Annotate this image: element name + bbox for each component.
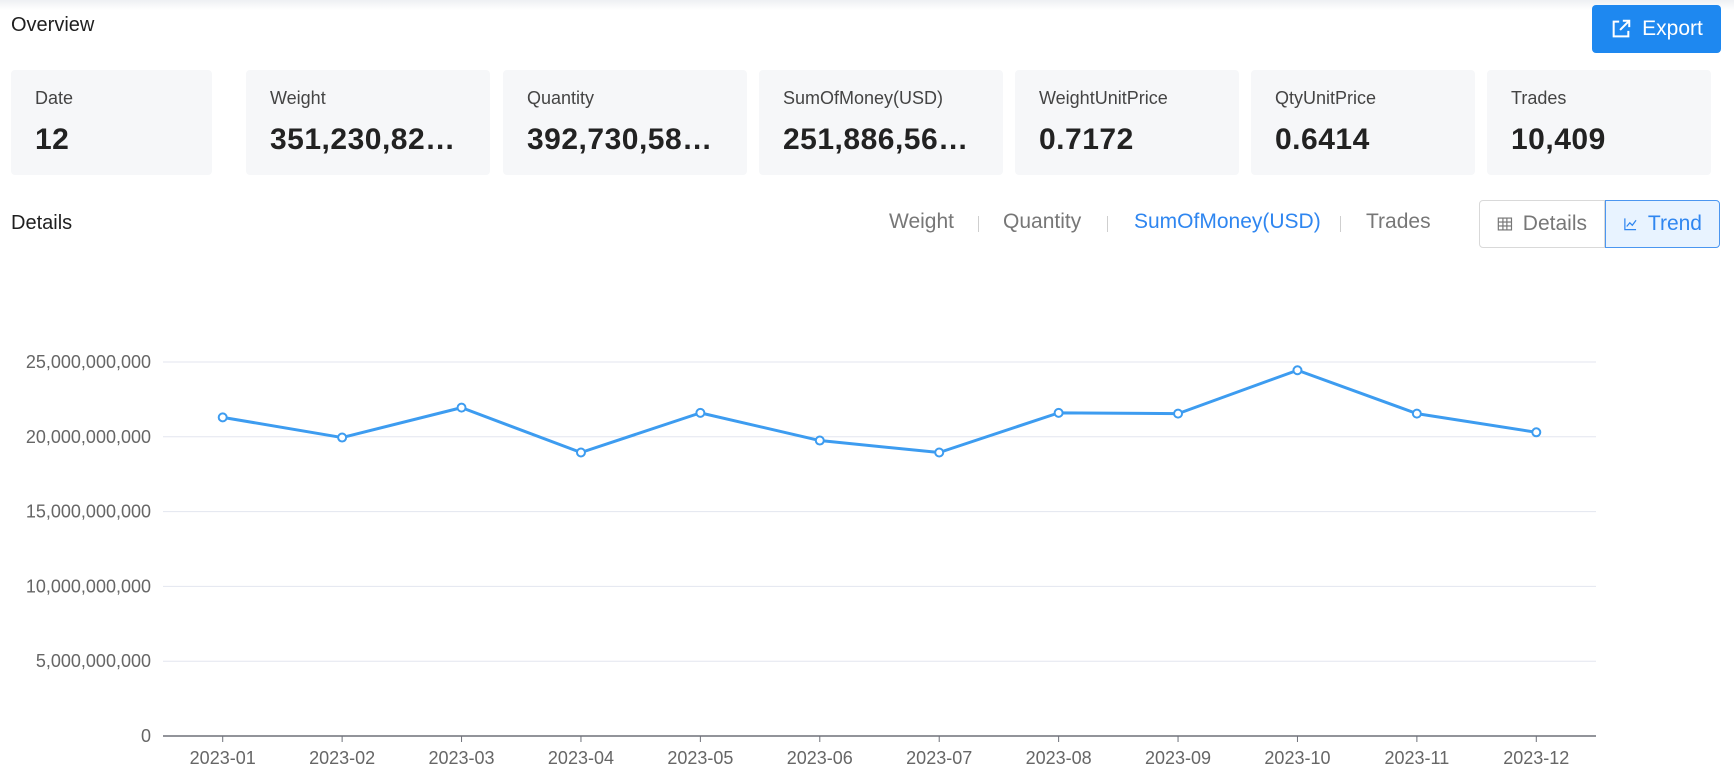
y-tick-label: 10,000,000,000 <box>26 576 151 596</box>
stat-label: WeightUnitPrice <box>1039 88 1168 108</box>
stat-card-quantity: Quantity 392,730,588… <box>503 70 747 175</box>
x-tick-label: 2023-10 <box>1264 748 1330 768</box>
stat-value: 0.6414 <box>1275 123 1370 156</box>
tab-sum-of-money[interactable]: SumOfMoney(USD) <box>1134 210 1321 233</box>
y-tick-label: 20,000,000,000 <box>26 427 151 447</box>
stat-card-qty-unit-price: QtyUnitPrice 0.6414 <box>1251 70 1475 175</box>
x-tick-label: 2023-03 <box>429 748 495 768</box>
stat-label: Trades <box>1511 88 1567 108</box>
tab-trades[interactable]: Trades <box>1366 210 1431 233</box>
stat-card-date: Date 12 <box>11 70 212 175</box>
overview-title: Overview <box>11 14 95 36</box>
data-point[interactable] <box>934 447 945 458</box>
stat-label: Weight <box>270 88 326 108</box>
view-toggle: Details Trend <box>1479 200 1720 248</box>
stat-card-weight-unit-price: WeightUnitPrice 0.7172 <box>1015 70 1239 175</box>
details-view-label: Details <box>1522 212 1587 235</box>
stat-value: 351,230,820… <box>270 123 473 156</box>
top-shadow <box>0 0 1734 10</box>
tab-weight[interactable]: Weight <box>889 210 954 233</box>
data-point[interactable] <box>1053 407 1064 418</box>
tab-divider <box>1107 216 1108 232</box>
y-tick-label: 15,000,000,000 <box>26 502 151 522</box>
external-link-icon <box>1612 19 1631 38</box>
data-point[interactable] <box>1173 408 1184 419</box>
x-tick-label: 2023-12 <box>1503 748 1569 768</box>
data-point[interactable] <box>814 435 825 446</box>
stat-value: 251,886,562… <box>783 123 986 156</box>
series-line <box>222 368 1537 455</box>
data-point[interactable] <box>1292 365 1303 376</box>
details-title: Details <box>11 212 73 234</box>
tab-quantity[interactable]: Quantity <box>1003 210 1082 233</box>
stat-value: 10,409 <box>1511 123 1606 156</box>
x-tick-label: 2023-01 <box>190 748 256 768</box>
trend-view-label: Trend <box>1647 212 1702 235</box>
data-point[interactable] <box>575 447 586 458</box>
stat-value: 392,730,588… <box>527 123 730 156</box>
stat-label: Date <box>35 88 74 108</box>
export-label: Export <box>1642 17 1703 40</box>
x-tick-label: 2023-04 <box>548 748 614 768</box>
x-tick-label: 2023-09 <box>1145 748 1211 768</box>
export-button[interactable]: Export <box>1592 5 1721 53</box>
y-tick-label: 0 <box>141 726 151 746</box>
y-tick-label: 5,000,000,000 <box>36 651 151 671</box>
data-point[interactable] <box>1531 427 1542 438</box>
stat-card-weight: Weight 351,230,820… <box>246 70 490 175</box>
stat-value: 12 <box>35 123 70 156</box>
x-tick-label: 2023-02 <box>309 748 375 768</box>
trend-view-button[interactable]: Trend <box>1605 200 1720 248</box>
x-tick-label: 2023-08 <box>1026 748 1092 768</box>
tab-divider <box>978 216 979 232</box>
stat-label: QtyUnitPrice <box>1275 88 1377 108</box>
x-tick-label: 2023-06 <box>787 748 853 768</box>
stat-card-trades: Trades 10,409 <box>1487 70 1711 175</box>
trend-line-chart: 0 5,000,000,000 10,000,000,000 15,000,000,0… <box>26 352 1596 768</box>
stat-card-sum-of-money: SumOfMoney(USD) 251,886,562… <box>759 70 1003 175</box>
line-chart-icon <box>1624 218 1637 231</box>
y-tick-label: 25,000,000,000 <box>26 352 151 372</box>
x-tick-label: 2023-11 <box>1385 748 1450 768</box>
table-icon <box>1497 217 1513 231</box>
data-point[interactable] <box>456 402 467 413</box>
stat-label: SumOfMoney(USD) <box>783 88 944 108</box>
data-point[interactable] <box>1411 408 1422 419</box>
x-tick-label: 2023-07 <box>906 748 972 768</box>
x-tick-label: 2023-05 <box>667 748 733 768</box>
stat-value: 0.7172 <box>1039 123 1134 156</box>
data-point[interactable] <box>337 432 348 443</box>
tab-divider <box>1340 216 1341 232</box>
data-point[interactable] <box>695 407 706 418</box>
details-view-button[interactable]: Details <box>1479 200 1605 248</box>
stat-label: Quantity <box>527 88 595 108</box>
data-point[interactable] <box>217 412 228 423</box>
